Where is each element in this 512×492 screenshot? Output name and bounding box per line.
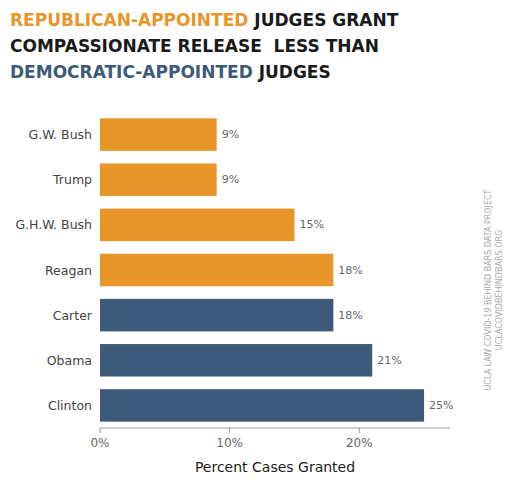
title-segment: COMPASSIONATE RELEASE LESS THAN (10, 36, 379, 56)
bar (100, 254, 333, 287)
title-line: DEMOCRATIC-APPOINTED JUDGES (10, 62, 331, 82)
data-label: 9% (222, 128, 239, 141)
category-label: Carter (53, 308, 93, 323)
data-label: 25% (429, 399, 453, 412)
bar (100, 389, 424, 422)
bar (100, 344, 372, 377)
data-label: 15% (299, 218, 323, 231)
data-label: 18% (338, 264, 362, 277)
category-label: Clinton (48, 398, 92, 413)
data-label: 21% (377, 354, 401, 367)
title-line: COMPASSIONATE RELEASE LESS THAN (10, 36, 379, 56)
title-segment: JUDGES GRANT (248, 10, 398, 30)
bar (100, 163, 217, 196)
x-axis-line (100, 428, 450, 429)
title-line: REPUBLICAN-APPOINTED JUDGES GRANT (10, 10, 399, 30)
category-label: Obama (47, 353, 92, 368)
annotation: UCLA LAW COVID-19 BEHIND BARS DATA PROJE… (484, 189, 493, 390)
category-label: Reagan (45, 263, 92, 278)
x-tick-label: 10% (216, 436, 243, 450)
x-axis-label: Percent Cases Granted (195, 459, 355, 475)
title-segment: DEMOCRATIC-APPOINTED (10, 62, 253, 82)
category-label: G.H.W. Bush (15, 217, 92, 232)
category-label: G.W. Bush (29, 127, 92, 142)
x-tick (100, 428, 101, 433)
title-segment: REPUBLICAN-APPOINTED (10, 10, 248, 30)
chart: REPUBLICAN-APPOINTED JUDGES GRANT COMPASS… (0, 0, 512, 492)
x-tick-label: 0% (90, 436, 109, 450)
title-segment: JUDGES (253, 62, 331, 82)
bar (100, 299, 333, 332)
x-tick (359, 428, 360, 433)
data-label: 18% (338, 309, 362, 322)
bar (100, 209, 294, 242)
data-label: 9% (222, 173, 239, 186)
bar (100, 118, 217, 151)
category-label: Trump (52, 172, 92, 187)
bars (100, 118, 424, 421)
x-tick (229, 428, 230, 433)
x-tick-label: 20% (346, 436, 373, 450)
annotation: UCLACOVIDBEHINDBARS.ORG (495, 230, 504, 350)
